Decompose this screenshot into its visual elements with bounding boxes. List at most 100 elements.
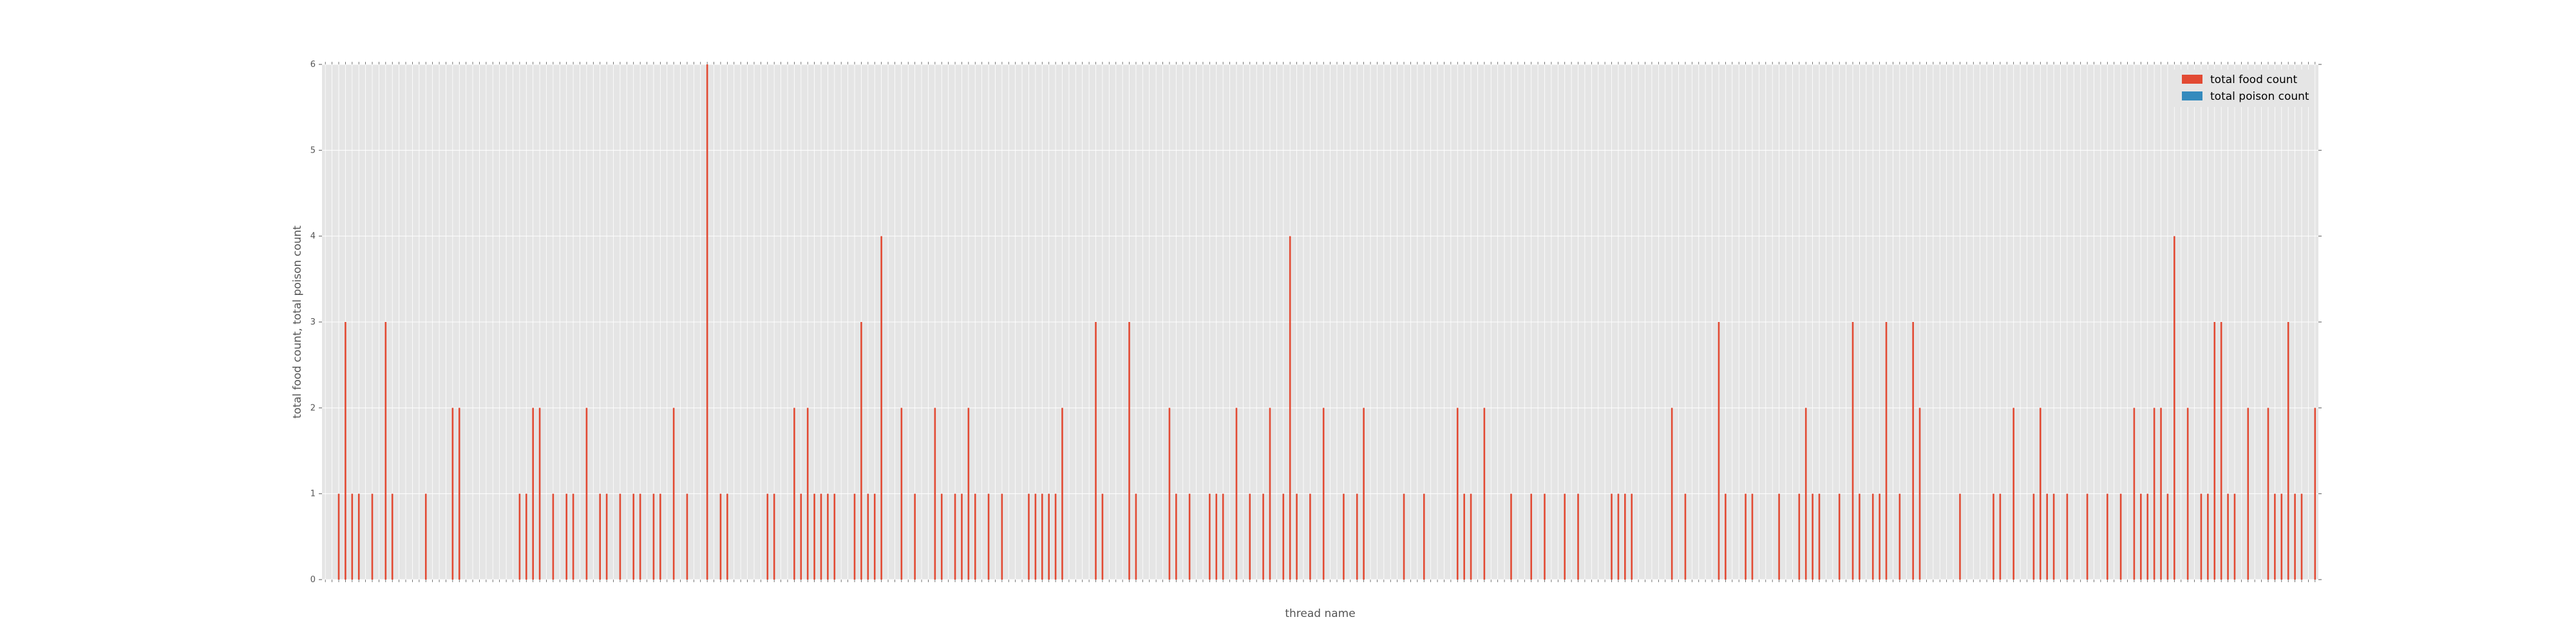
bar-food-count [2140,493,2142,580]
bar-food-count [639,493,641,580]
bar-food-count [974,493,976,580]
bar-food-count [1175,493,1177,580]
bar-food-count [1718,322,1720,580]
bar-food-count [813,493,815,580]
bar-food-count [806,408,809,580]
legend: total food count total poison count [2174,70,2312,107]
bar-food-count [351,493,354,580]
bar-food-count [726,493,728,580]
bar-food-count [599,493,601,580]
bar-food-count [632,493,635,580]
bar-food-count [1041,493,1043,580]
bar-food-count [900,408,903,580]
bar-food-count [1128,322,1130,580]
bar-food-count [1215,493,1218,580]
y-tick-label: 2 [310,403,316,413]
bar-food-count [2200,493,2202,580]
bar-food-count [987,493,990,580]
bar-food-count [1885,322,1888,580]
bar-food-count [1222,493,1224,580]
bar-food-count [1363,408,1365,580]
bar-food-count [552,493,554,580]
bar-food-count [1631,493,1633,580]
bar-food-count [967,408,970,580]
bar-food-count [1309,493,1311,580]
bar-food-count [853,493,856,580]
bar-food-count [2213,322,2216,580]
bar-food-count [337,493,340,580]
bar-food-count [357,493,360,580]
bar-food-count [391,493,393,580]
bar-food-count [1510,493,1512,580]
bar-food-count [1778,493,1780,580]
bar-food-count [659,493,661,580]
bar-food-count [793,408,795,580]
bar-food-count [538,408,541,580]
bar-food-count [2220,322,2222,580]
bar-food-count [2247,408,2249,580]
bar-food-count [424,493,427,580]
bar-food-count [833,493,836,580]
bar-food-count [766,493,769,580]
bar-food-count [1617,493,1620,580]
bar-food-count [1343,493,1345,580]
bar-food-count [1751,493,1754,580]
bar-food-count [873,493,876,580]
bar-food-count [1282,493,1285,580]
bar-food-count [1912,322,1914,580]
bar-food-count [1289,236,1291,580]
legend-swatch-poison [2182,91,2202,100]
bar-food-count [2066,493,2069,580]
bar-food-count [371,493,374,580]
bar-food-count [2160,408,2162,580]
bar-food-count [1048,493,1050,580]
bar-food-count [2267,408,2269,580]
bar-food-count [2052,493,2055,580]
bar-food-count [672,408,675,580]
bar-food-count [1812,493,1814,580]
bar-food-count [954,493,956,580]
bar-food-count [605,493,608,580]
bar-food-count [1544,493,1546,580]
bar-food-count [1852,322,1854,580]
bar-food-count [1209,493,1211,580]
bar-food-count [1818,493,1821,580]
bar-food-count [458,408,460,580]
bar-food-count [1423,493,1425,580]
bar-food-count [2287,322,2289,580]
bar-food-count [1456,408,1459,580]
bar-food-count [1530,493,1532,580]
bar-food-count [652,493,655,580]
y-tick-label: 5 [310,146,316,155]
bar-food-count [2146,493,2149,580]
bar-food-count [2274,493,2276,580]
bar-food-count [2039,408,2041,580]
bar-food-count [914,493,916,580]
bar-food-count [619,493,621,580]
bar-food-count [525,493,527,580]
bar-food-count [1879,493,1880,580]
bar-food-count [1804,408,1807,580]
bar-food-count [2133,408,2136,580]
bar-food-count [934,408,936,580]
x-ticks [325,62,2316,582]
bar-food-count [2119,493,2122,580]
bar-food-count [1168,408,1171,580]
bar-food-count [1745,493,1747,580]
bar-food-count [565,493,567,580]
bar-food-count [2086,493,2088,580]
bar-food-count [1034,493,1037,580]
bar-food-count [773,493,775,580]
bar-food-count [1028,493,1030,580]
bar-food-count [2032,493,2035,580]
bar-food-count [345,322,346,580]
bar-food-count [1798,493,1801,580]
bar-food-count [820,493,822,580]
bar-food-count [2153,408,2155,580]
bar-food-count [1269,408,1271,580]
bar-food-count [1470,493,1472,580]
bar-food-count [1671,408,1673,580]
y-axis-label: total food count, total poison count [291,225,304,419]
y-tick-label: 6 [310,60,316,70]
